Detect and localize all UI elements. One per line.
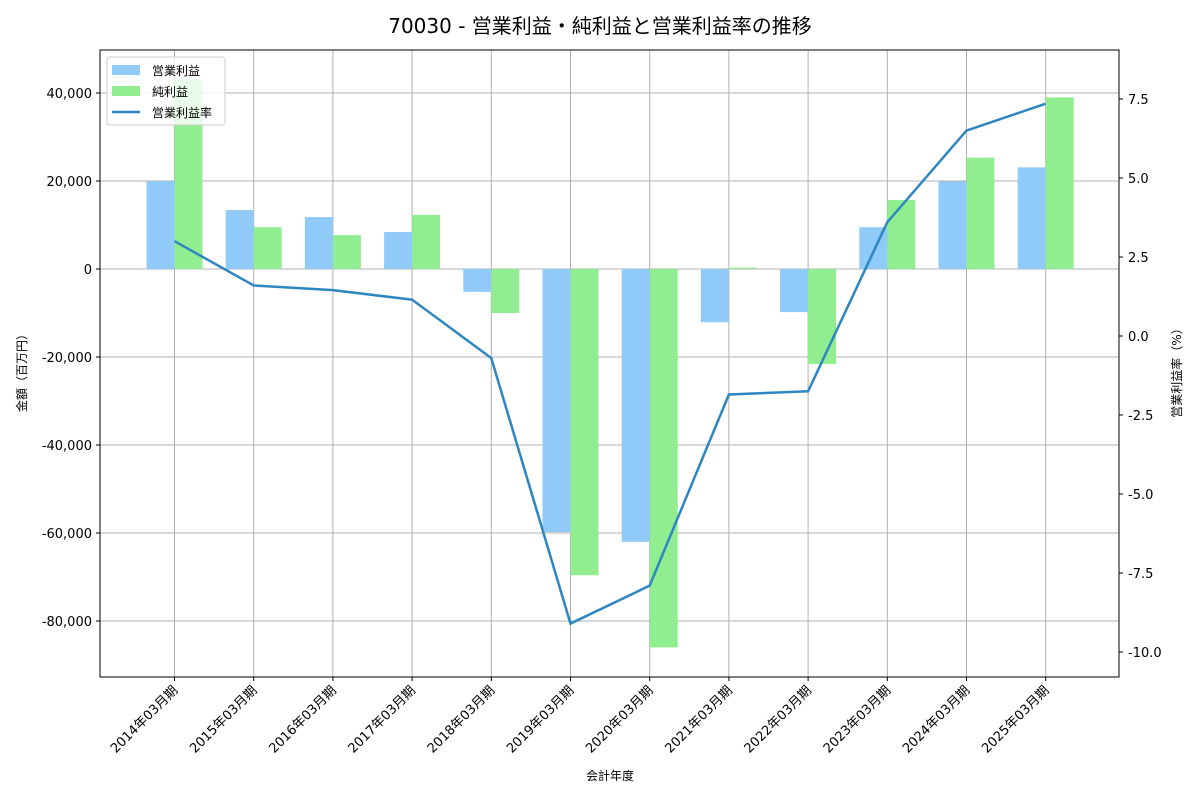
legend: 営業利益 純利益 営業利益率 xyxy=(106,56,226,126)
bar-net-profit xyxy=(1045,97,1074,269)
y-left-tick-label: -80,000 xyxy=(42,615,92,630)
bar-series xyxy=(146,78,1074,648)
line-operating-margin xyxy=(173,102,1047,626)
legend-swatch-net-profit xyxy=(112,86,140,96)
bar-net-profit xyxy=(887,199,916,269)
y-left-tick-label: -20,000 xyxy=(42,351,92,366)
legend-label-operating-profit: 営業利益 xyxy=(152,64,200,78)
x-tick-label: 2020年03月期 xyxy=(583,683,656,756)
bar-operating-profit xyxy=(780,269,809,313)
bar-operating-profit xyxy=(700,269,729,323)
y-right-tick-label: 7.5 xyxy=(1128,93,1149,108)
bar-operating-profit xyxy=(1017,167,1046,269)
y-left-axis: 40,000 20,000 0 -20,000 -40,000 -60,000 -80,00… xyxy=(42,87,100,630)
y-left-tick-label: 20,000 xyxy=(47,175,93,190)
y-right-tick-label: -10.0 xyxy=(1128,646,1162,661)
legend-label-operating-margin: 営業利益率 xyxy=(152,105,212,120)
y-left-tick-label: 0 xyxy=(84,263,92,278)
y-right-tick-label: -7.5 xyxy=(1128,567,1153,582)
x-tick-label: 2016年03月期 xyxy=(266,683,339,756)
x-tick-label: 2023年03月期 xyxy=(821,683,894,756)
bar-net-profit xyxy=(412,214,441,269)
x-tick-label: 2022年03月期 xyxy=(742,683,815,756)
x-tick-label: 2019年03月期 xyxy=(504,683,577,756)
x-tick-label: 2015年03月期 xyxy=(187,683,260,756)
grid-lines xyxy=(100,50,1119,677)
bar-operating-profit xyxy=(384,232,413,269)
bar-operating-profit xyxy=(938,181,967,269)
x-tick-label: 2024年03月期 xyxy=(900,683,973,756)
line-series xyxy=(173,102,1047,626)
legend-label-net-profit: 純利益 xyxy=(152,85,188,99)
x-tick-label: 2025年03月期 xyxy=(979,683,1052,756)
x-tick-label: 2017年03月期 xyxy=(346,683,419,756)
y-right-tick-label: 0.0 xyxy=(1128,330,1149,345)
bar-operating-profit xyxy=(463,269,492,292)
y-left-tick-label: -60,000 xyxy=(42,527,92,542)
bar-net-profit xyxy=(491,269,520,314)
bar-operating-profit xyxy=(146,180,175,269)
bar-net-profit xyxy=(253,227,282,269)
bar-operating-profit xyxy=(621,269,650,542)
bar-net-profit xyxy=(332,235,361,269)
bar-operating-profit xyxy=(542,269,571,533)
y-right-tick-label: 5.0 xyxy=(1128,172,1149,187)
bar-net-profit xyxy=(808,269,837,365)
y-right-axis: 7.5 5.0 2.5 0.0 -2.5 -5.0 -7.5 -10.0 xyxy=(1119,93,1162,661)
y-right-tick-label: -5.0 xyxy=(1128,488,1153,503)
bar-net-profit xyxy=(966,157,995,269)
x-tick-label: 2014年03月期 xyxy=(108,683,181,756)
y-right-tick-label: 2.5 xyxy=(1128,251,1149,266)
bar-operating-profit xyxy=(304,217,333,269)
chart-title: 70030 - 営業利益・純利益と営業利益率の推移 xyxy=(388,14,812,38)
x-tick-label: 2021年03月期 xyxy=(662,683,735,756)
bar-net-profit xyxy=(570,269,599,576)
plot-frame xyxy=(99,49,1120,678)
bar-operating-profit xyxy=(225,210,254,269)
y-right-axis-label: 営業利益率（%） xyxy=(1169,322,1184,417)
x-tick-label: 2018年03月期 xyxy=(425,683,498,756)
bar-net-profit xyxy=(728,267,757,269)
y-left-tick-label: 40,000 xyxy=(47,87,93,102)
x-axis-label: 会計年度 xyxy=(586,768,634,783)
y-right-tick-label: -2.5 xyxy=(1128,409,1153,424)
legend-swatch-operating-profit xyxy=(112,65,140,75)
y-left-tick-label: -40,000 xyxy=(42,439,92,454)
x-axis: 2014年03月期 2015年03月期 2016年03月期 2017年03月期 2018… xyxy=(108,677,1053,757)
bar-net-profit xyxy=(649,269,678,648)
y-left-axis-label: 金額（百万円） xyxy=(14,328,29,412)
